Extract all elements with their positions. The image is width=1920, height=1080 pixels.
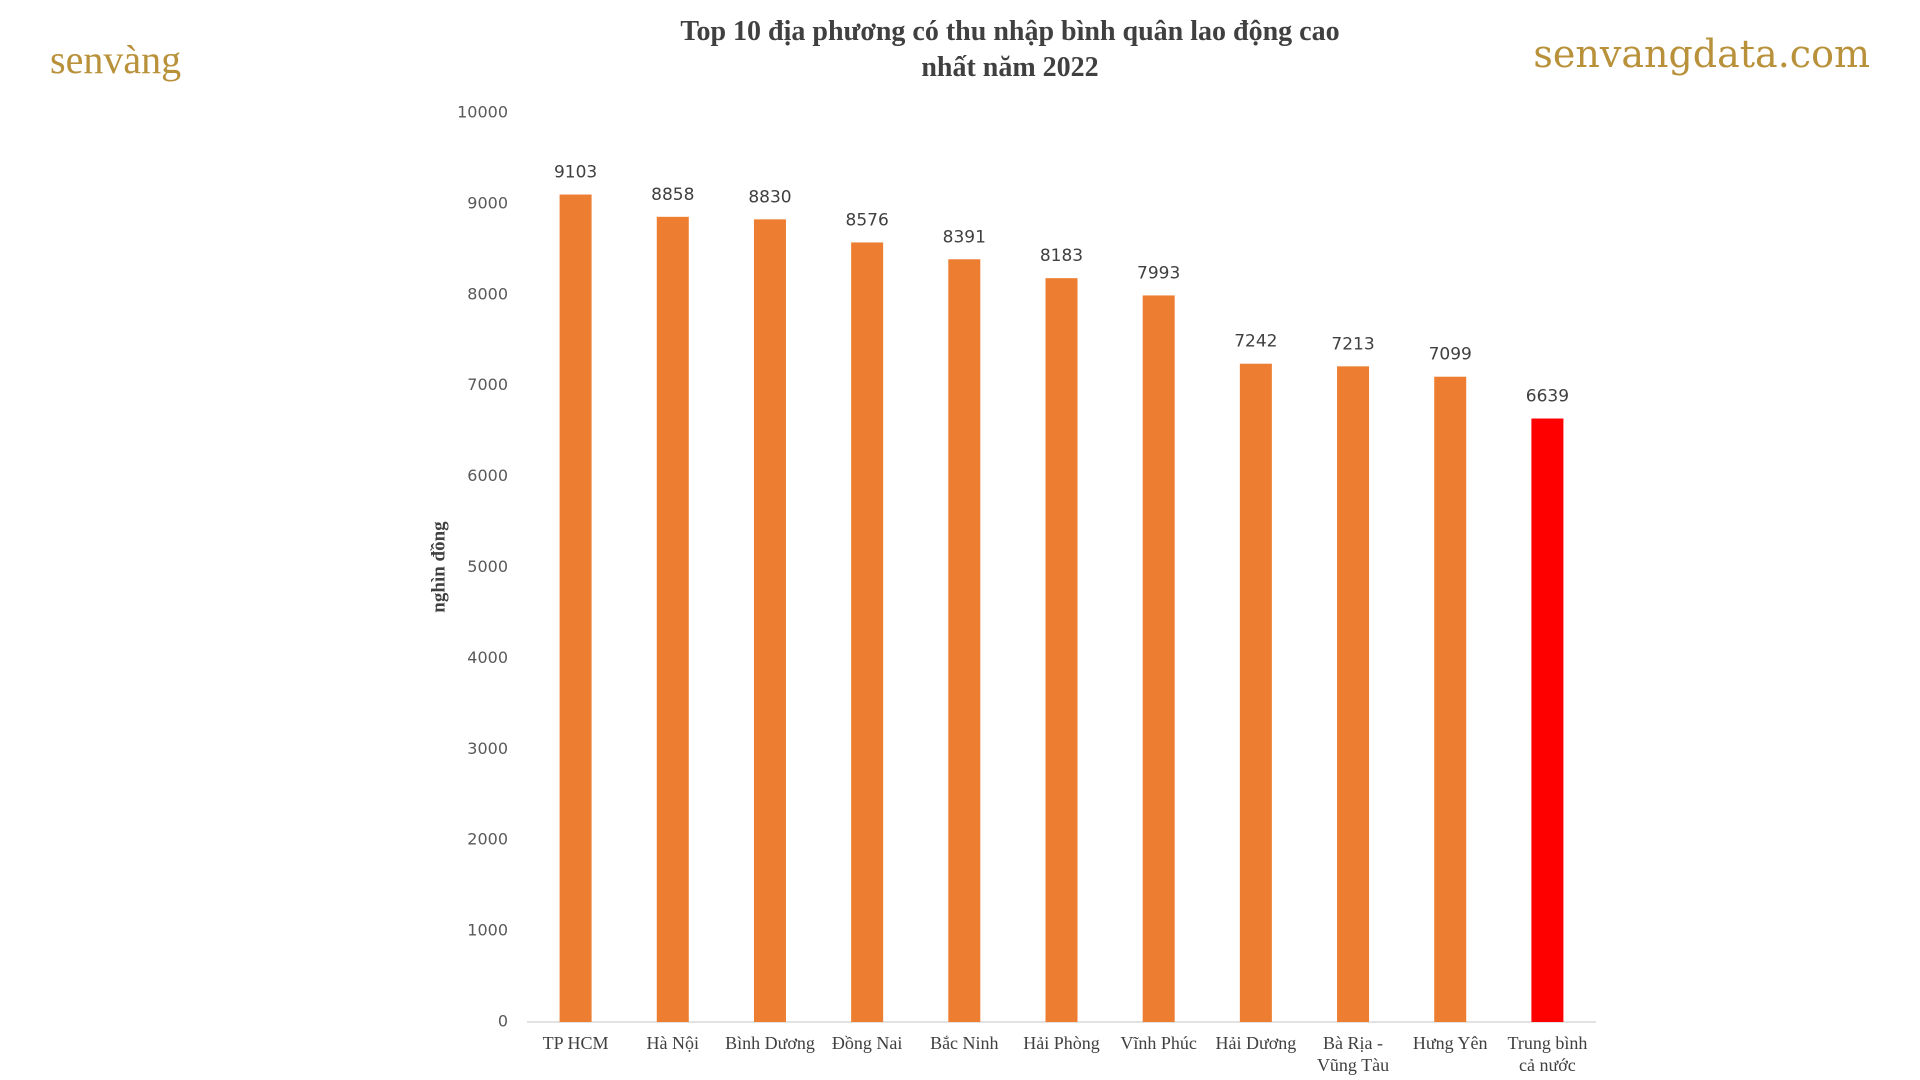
bar [1239,363,1272,1022]
x-tick-label: Hưng Yên [1412,1033,1488,1053]
chart-title: Top 10 địa phương có thu nhập bình quân … [680,16,1340,83]
x-tick-label: Hải Phòng [1023,1033,1100,1053]
x-tick-label: Hải Dương [1215,1033,1297,1053]
x-tick-label: Hà Nội [646,1033,700,1053]
value-label: 7993 [1137,263,1180,283]
bar [1045,278,1078,1023]
bar [559,194,592,1022]
value-label: 6639 [1526,387,1569,407]
value-label: 7242 [1234,332,1277,352]
value-label: 8183 [1040,246,1083,266]
value-label: 7099 [1429,345,1472,365]
bar [656,216,689,1022]
y-tick-label: 2000 [467,830,508,849]
bar [948,259,981,1023]
x-tick-label: Bình Dương [725,1033,815,1053]
x-tick-label: Bắc Ninh [930,1033,999,1053]
x-tick-label: Vĩnh Phúc [1120,1033,1197,1053]
x-tick-label: TP HCM [542,1033,609,1053]
x-tick-label: Trung bình cả nước [1507,1033,1588,1075]
value-label: 8858 [651,185,694,205]
bar [1142,295,1175,1023]
bar [1531,418,1564,1022]
y-tick-label: 6000 [467,466,508,485]
y-tick-label: 10000 [457,103,508,122]
y-tick-label: 9000 [467,193,508,212]
value-label: 7213 [1331,334,1374,354]
value-label: 8576 [846,210,889,230]
bar [851,242,884,1023]
x-tick-label: Bà Rịa - Vũng Tàu [1316,1033,1390,1075]
value-label: 8830 [748,187,791,207]
y-tick-label: 1000 [467,921,508,940]
x-tick-label: Đồng Nai [831,1033,903,1053]
logo: senvàng [50,37,182,82]
bar [1434,376,1467,1022]
bar [753,219,786,1022]
y-axis-label: nghìn đồng [428,521,449,613]
value-label: 9103 [554,163,597,183]
y-tick-label: 5000 [467,557,508,576]
site-link: senvangdata.com [1533,32,1870,76]
bar [1337,366,1370,1023]
y-tick-label: 7000 [467,375,508,394]
y-tick-label: 0 [498,1012,508,1031]
value-label: 8391 [943,227,986,247]
y-tick-label: 3000 [467,739,508,758]
y-tick-label: 4000 [467,648,508,667]
y-tick-label: 8000 [467,284,508,303]
